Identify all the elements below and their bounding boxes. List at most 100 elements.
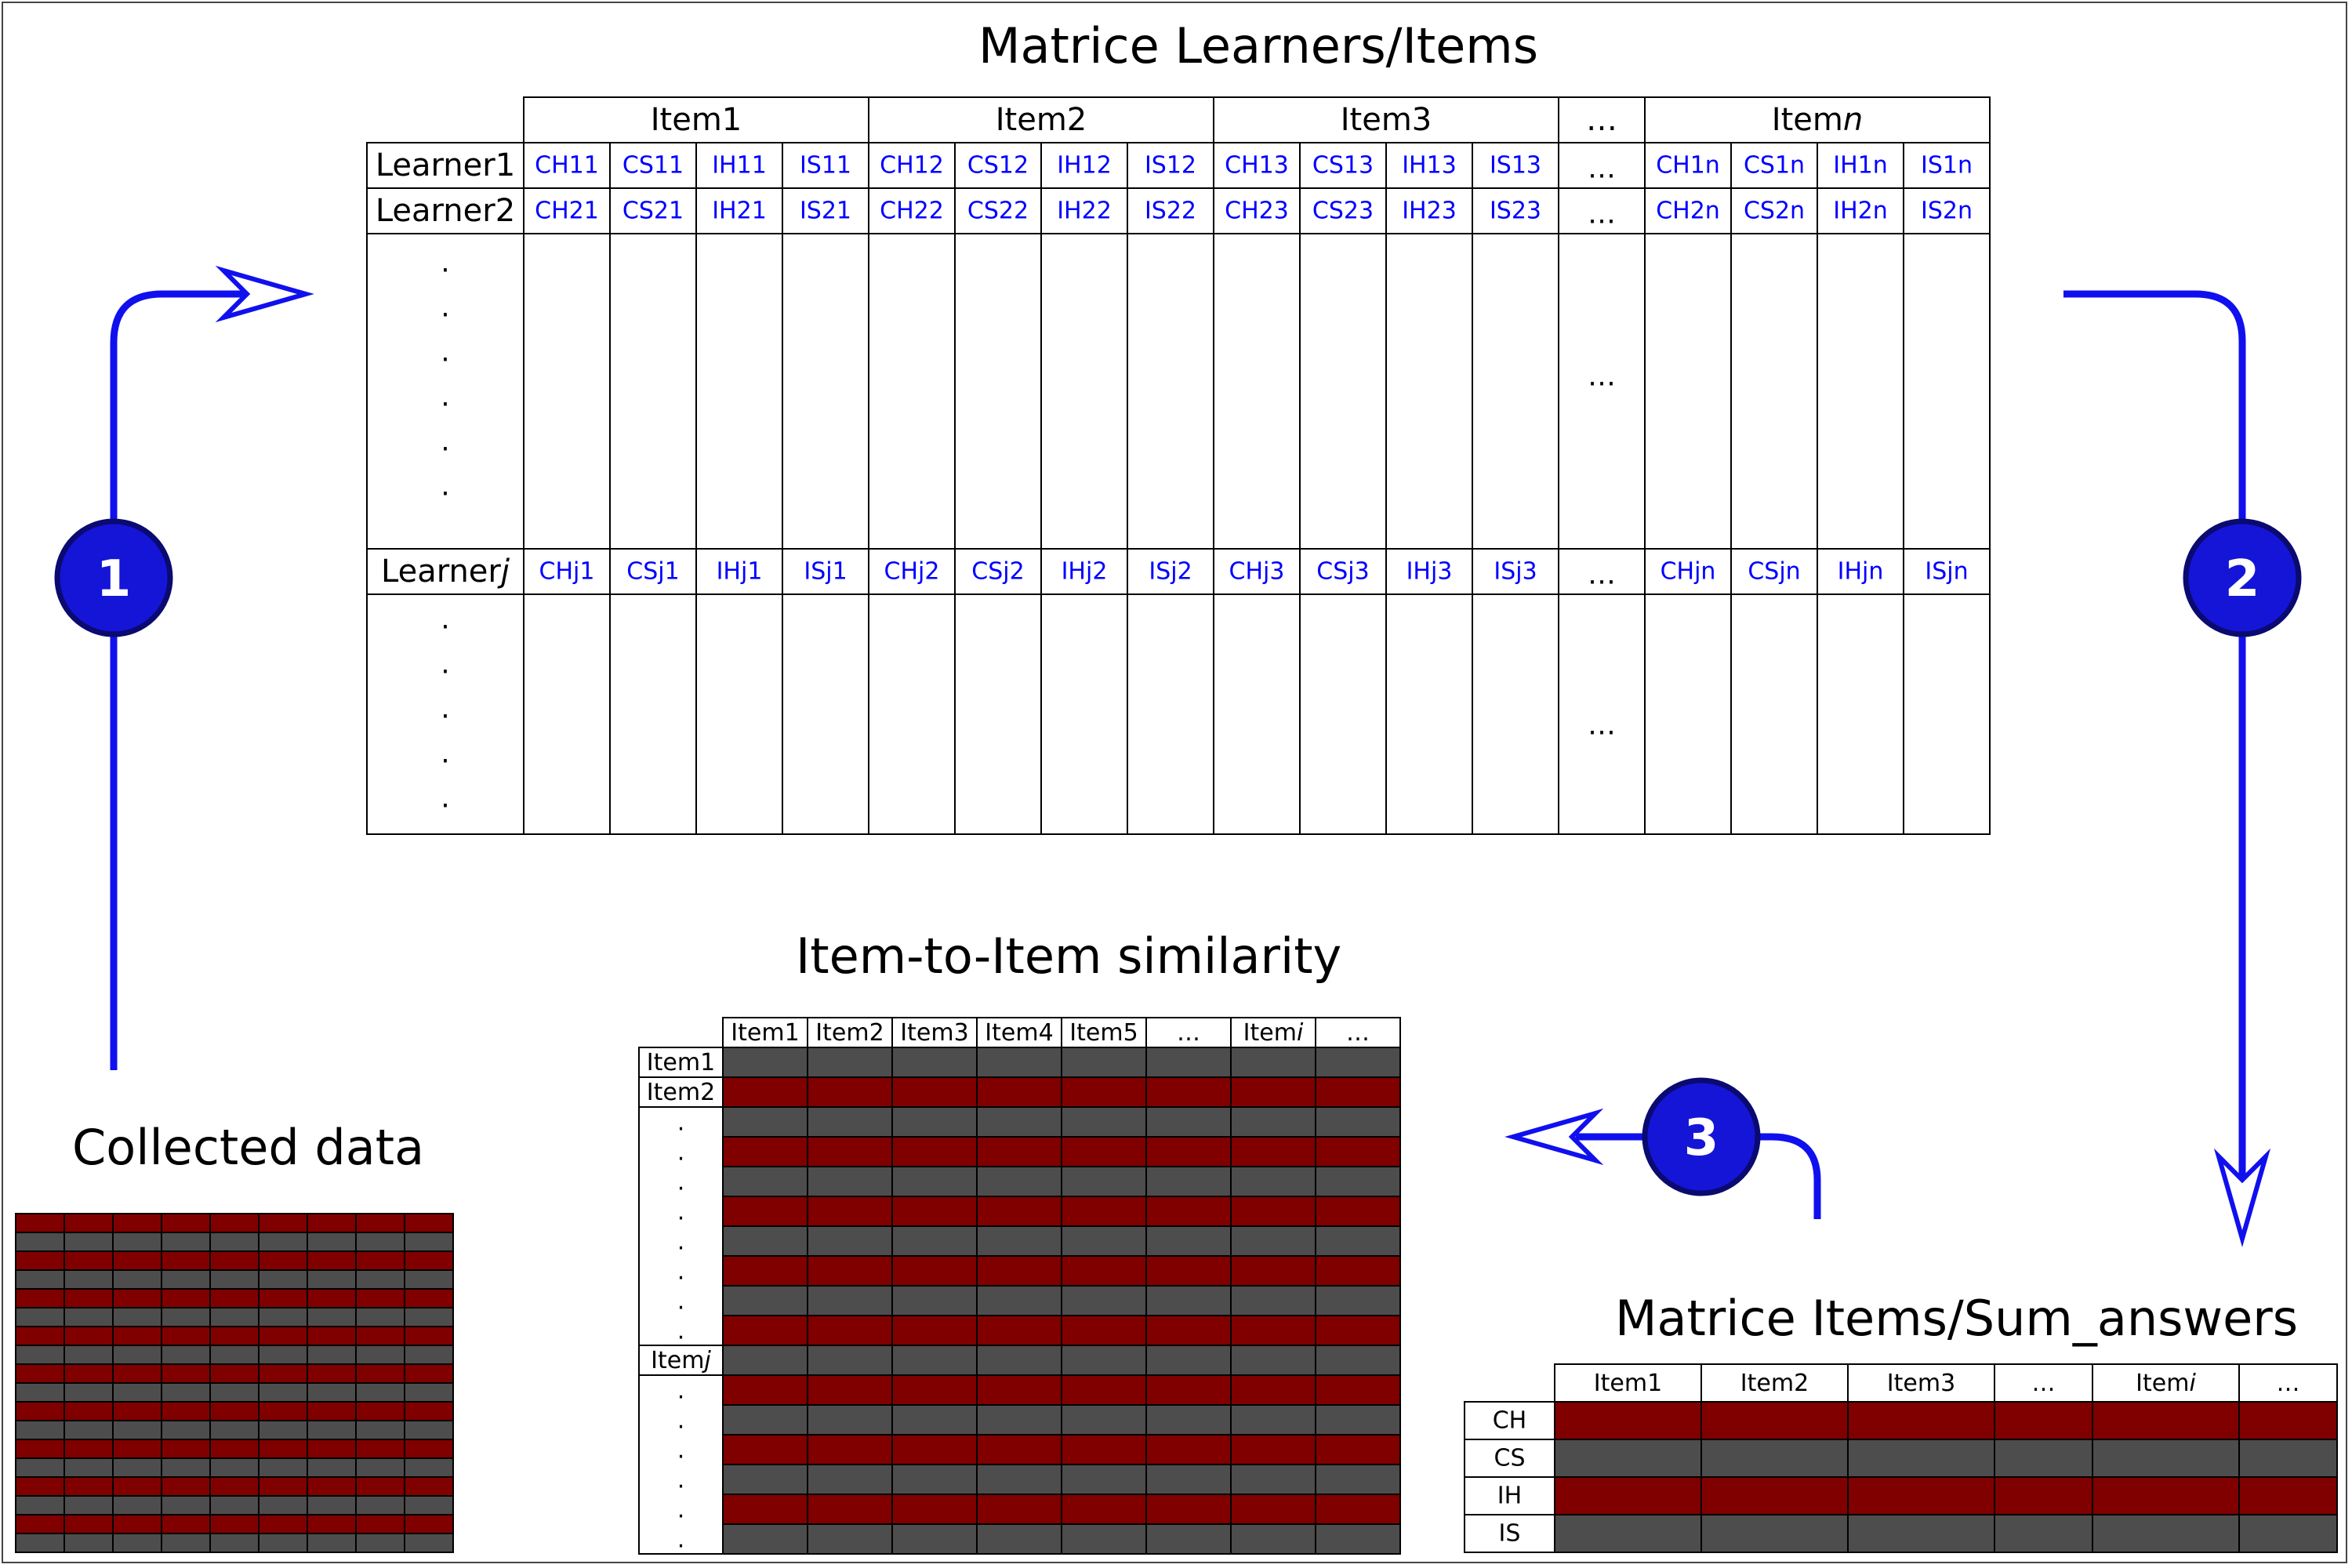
- collected-cell: [355, 1514, 405, 1534]
- similarity-cell: [1230, 1315, 1316, 1346]
- collected-cell: [15, 1250, 65, 1271]
- collected-cell: [209, 1476, 260, 1497]
- flow-arrowhead-1: [215, 265, 314, 323]
- collected-cell: [161, 1476, 211, 1497]
- collected-cell: [64, 1250, 114, 1271]
- collected-cell: [404, 1533, 454, 1553]
- sum-col-header: [1554, 1363, 1702, 1403]
- sum-col-label: Item3: [1887, 1370, 1955, 1397]
- flow-arrow-3: [1576, 1133, 1821, 1219]
- similarity-cell: [1145, 1374, 1232, 1406]
- similarity-cell: [1315, 1047, 1401, 1078]
- similarity-cell: [1061, 1523, 1147, 1555]
- vertical-dot: .: [677, 1258, 685, 1286]
- collected-cell: [64, 1514, 114, 1534]
- vertical-dot: .: [677, 1526, 685, 1554]
- sum-cell: [2238, 1514, 2338, 1553]
- similarity-cell: [891, 1166, 978, 1197]
- collected-cell: [112, 1326, 162, 1346]
- collected-cell: [355, 1232, 405, 1252]
- collected-cell: [15, 1495, 65, 1515]
- sum-cell: [1554, 1476, 1702, 1515]
- item-header-label: Item1: [651, 102, 742, 138]
- ellipsis-mark: …: [1588, 153, 1616, 185]
- similarity-cell: [1061, 1047, 1147, 1078]
- similarity-title: Item-to-Item similarity: [796, 927, 1342, 985]
- vertical-dot: .: [677, 1377, 685, 1405]
- item-header-label: Itemn: [1772, 102, 1863, 138]
- item-header-cell: [1644, 96, 1991, 143]
- similarity-cell: [976, 1523, 1062, 1555]
- collected-cell: [112, 1420, 162, 1440]
- collected-cell: [209, 1514, 260, 1534]
- collected-cell: [112, 1307, 162, 1327]
- collected-cell: [209, 1232, 260, 1252]
- collected-cell: [15, 1533, 65, 1553]
- collected-cell: [258, 1288, 308, 1308]
- similarity-col-header: [1061, 1017, 1147, 1048]
- similarity-cell: [1061, 1494, 1147, 1525]
- collected-cell: [258, 1363, 308, 1384]
- similarity-cell: [976, 1285, 1062, 1316]
- answer-cell-value: IHj2: [1062, 558, 1108, 586]
- similarity-cell: [976, 1196, 1062, 1227]
- similarity-cell: [807, 1196, 893, 1227]
- collected-cell: [15, 1439, 65, 1459]
- similarity-cell: [1061, 1345, 1147, 1376]
- collected-cell: [404, 1420, 454, 1440]
- answer-cell-value: IH12: [1057, 152, 1112, 180]
- collected-cell: [355, 1307, 405, 1327]
- similarity-cell: [1145, 1255, 1232, 1287]
- collected-cell: [258, 1439, 308, 1459]
- collected-cell: [404, 1288, 454, 1308]
- similarity-col-label: Itemi: [1243, 1019, 1304, 1047]
- sum-row-header: [1464, 1401, 1555, 1440]
- vertical-dot: .: [677, 1318, 685, 1345]
- item-header-label: Item2: [996, 102, 1087, 138]
- similarity-cell: [1145, 1285, 1232, 1316]
- sum-col-header: [1847, 1363, 1995, 1403]
- similarity-cell: [1230, 1225, 1316, 1257]
- collected-cell: [404, 1401, 454, 1421]
- collected-cell: [404, 1250, 454, 1271]
- similarity-cell: [1230, 1285, 1316, 1316]
- collected-cell: [161, 1495, 211, 1515]
- answer-cell-value: IHjn: [1838, 558, 1884, 586]
- collected-cell: [112, 1382, 162, 1403]
- collected-cell: [209, 1269, 260, 1290]
- similarity-cell: [1315, 1225, 1401, 1257]
- collected-cell: [112, 1495, 162, 1515]
- similarity-cell: [1315, 1166, 1401, 1197]
- answer-cell-value: IHj1: [717, 558, 763, 586]
- collected-cell: [64, 1457, 114, 1478]
- similarity-cell: [1315, 1285, 1401, 1316]
- collected-cell: [355, 1401, 405, 1421]
- collected-cell: [307, 1476, 357, 1497]
- similarity-cell: [722, 1285, 808, 1316]
- answer-cell-value: CH12: [880, 152, 944, 180]
- collected-cell: [307, 1533, 357, 1553]
- similarity-cell: [1145, 1464, 1232, 1495]
- collected-cell: [258, 1326, 308, 1346]
- collected-cell: [64, 1213, 114, 1233]
- similarity-cell: [1061, 1464, 1147, 1495]
- vertical-dot: .: [441, 247, 449, 279]
- similarity-cell: [807, 1047, 893, 1078]
- similarity-cell: [976, 1255, 1062, 1287]
- similarity-cell: [976, 1464, 1062, 1495]
- collected-cell: [307, 1514, 357, 1534]
- collected-cell: [307, 1382, 357, 1403]
- collected-cell: [64, 1345, 114, 1365]
- collected-cell: [64, 1533, 114, 1553]
- collected-cell: [404, 1457, 454, 1478]
- collected-cell: [15, 1420, 65, 1440]
- ellipsis-mark: …: [1588, 710, 1616, 742]
- similarity-cell: [891, 1076, 978, 1108]
- similarity-cell: [1145, 1494, 1232, 1525]
- collected-cell: [307, 1439, 357, 1459]
- answer-cell-value: IS23: [1490, 198, 1541, 225]
- step-circle-2: [2183, 518, 2302, 637]
